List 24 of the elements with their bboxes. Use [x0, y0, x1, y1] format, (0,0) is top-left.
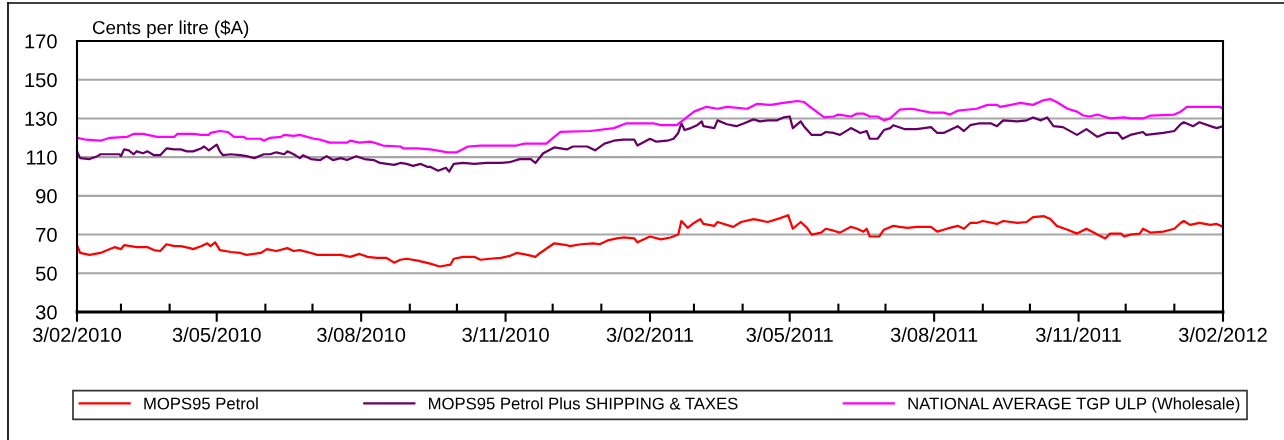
- x-tick-label: 3/02/2010: [32, 327, 122, 343]
- y-tick-label: 70: [36, 227, 57, 243]
- legend-label: MOPS95 Petrol Plus SHIPPING & TAXES: [429, 397, 738, 410]
- x-tick-label: 3/05/2011: [746, 327, 833, 343]
- y-tick-label: 110: [26, 150, 57, 165]
- y-tick-label: 50: [35, 266, 57, 281]
- legend-label: MOPS95 Petrol: [144, 397, 258, 410]
- y-tick-label: 130: [25, 111, 57, 126]
- x-tick-label: 3/05/2010: [172, 327, 261, 343]
- x-tick-label: 3/02/2012: [1178, 327, 1267, 343]
- x-tick-label: 3/11/2011: [1036, 327, 1121, 343]
- line-series: [77, 97, 1223, 154]
- line-series: [77, 214, 1223, 268]
- line-series: [77, 115, 1223, 173]
- x-tick-label: 3/08/2010: [317, 327, 406, 343]
- y-tick-label: 30: [35, 305, 57, 320]
- y-tick-label: 150: [25, 72, 57, 88]
- y-tick-label: 170: [25, 34, 57, 49]
- y-axis-title: Cents per litre ($A): [92, 20, 249, 38]
- y-tick-label: 90: [36, 189, 57, 204]
- x-tick-label: 3/08/2011: [890, 327, 978, 343]
- x-tick-label: 3/02/2011: [606, 327, 694, 343]
- legend-label: NATIONAL AVERAGE TGP ULP (Wholesale): [908, 397, 1240, 413]
- x-tick-label: 3/11/2010: [462, 327, 549, 343]
